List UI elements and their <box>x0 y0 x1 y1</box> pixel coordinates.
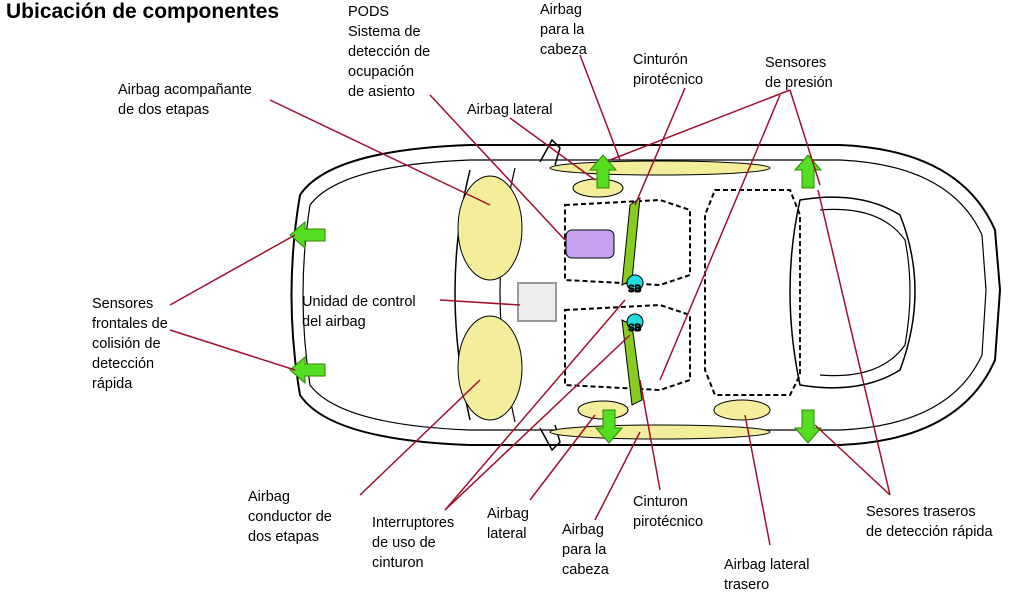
label-cinturon-bottom: Cinturon pirotécnico <box>633 494 704 530</box>
arrow-pressure-top <box>588 154 618 189</box>
label-unidad-control: Unidad de control del airbag <box>302 294 416 330</box>
label-sensores-presion: Sensores de presión <box>765 55 833 91</box>
arrow-front-top <box>289 220 326 250</box>
arrow-rear-top <box>793 154 823 189</box>
label-pods: PODS Sistema de detección de ocupación d… <box>348 4 431 100</box>
label-sensores-traseros: Sesores traseros de detección rápida <box>866 504 993 540</box>
driver-airbag <box>457 315 523 421</box>
sb-label-top: SB <box>628 284 642 295</box>
label-cinturon-top: Cinturón pirotécnico <box>633 52 704 88</box>
arrow-front-bottom <box>289 355 326 385</box>
passenger-airbag <box>457 175 523 281</box>
label-airbag-conductor: Airbag conductor de dos etapas <box>248 489 332 545</box>
arrow-rear-bottom <box>793 409 823 444</box>
belt-top <box>621 196 641 286</box>
page-title: Ubicación de componentes <box>6 0 280 23</box>
pods-pad <box>565 229 615 259</box>
sensor-arrows <box>289 154 823 444</box>
label-airbag-acompanante: Airbag acompañante de dos etapas <box>118 82 252 118</box>
label-airbag-lateral-bottom: Airbag lateral <box>487 506 529 542</box>
rear-side-airbag <box>713 399 771 421</box>
arrow-pressure-bottom <box>594 409 624 444</box>
head-airbag-top <box>549 160 771 176</box>
label-airbag-lateral-trasero: Airbag lateral trasero <box>724 557 810 593</box>
label-sensores-frontales: Sensores frontales de colisión de detecc… <box>92 296 168 392</box>
sb-label-bottom: SB <box>628 323 642 334</box>
leader-lines <box>169 54 891 546</box>
sb-sensor-bottom <box>626 313 644 331</box>
head-airbag-bottom <box>549 424 771 440</box>
label-airbag-lateral-top: Airbag lateral <box>467 102 553 118</box>
label-airbag-cabeza-top: Airbag para la cabeza <box>540 2 587 58</box>
label-airbag-cabeza-bottom: Airbag para la cabeza <box>562 522 609 578</box>
sb-sensor-top <box>626 274 644 292</box>
label-interruptores: Interruptores de uso de cinturon <box>372 515 455 571</box>
